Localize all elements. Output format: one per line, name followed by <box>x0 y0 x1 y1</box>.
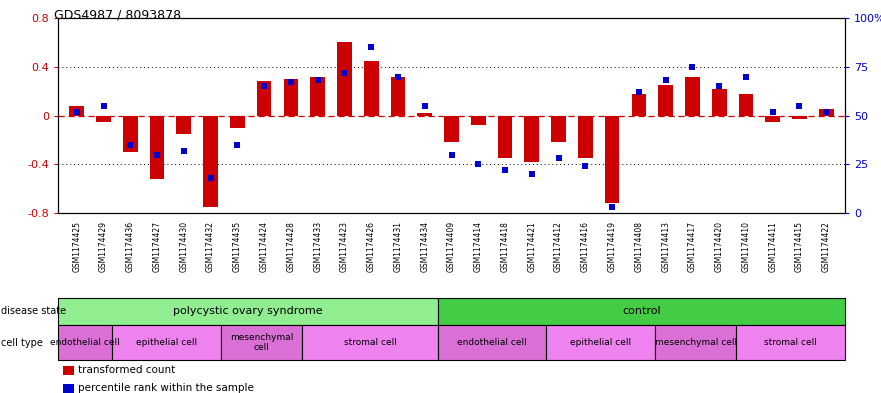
Point <box>364 44 378 50</box>
Bar <box>256 81 271 116</box>
Text: polycystic ovary syndrome: polycystic ovary syndrome <box>174 307 322 316</box>
Text: percentile rank within the sample: percentile rank within the sample <box>78 383 254 393</box>
Point <box>712 83 726 89</box>
Bar <box>337 42 352 116</box>
Bar <box>498 116 513 158</box>
Point <box>605 204 619 210</box>
Bar <box>150 116 165 179</box>
Bar <box>230 116 245 128</box>
Point <box>70 108 84 115</box>
Bar <box>766 116 780 121</box>
Text: endothelial cell: endothelial cell <box>50 338 120 347</box>
Bar <box>552 116 566 142</box>
Point <box>96 103 110 109</box>
Text: cell type: cell type <box>1 338 43 347</box>
Point <box>337 70 352 76</box>
Text: stromal cell: stromal cell <box>344 338 396 347</box>
Bar <box>658 85 673 116</box>
Bar <box>444 116 459 142</box>
Point <box>552 155 566 162</box>
Point <box>257 83 271 89</box>
Bar <box>418 113 432 116</box>
Text: transformed count: transformed count <box>78 365 175 375</box>
Point <box>525 171 539 177</box>
Bar <box>176 116 191 134</box>
Bar <box>310 77 325 116</box>
Point <box>578 163 592 169</box>
Text: stromal cell: stromal cell <box>765 338 818 347</box>
Point <box>766 108 780 115</box>
Bar <box>792 116 807 119</box>
Point <box>498 167 512 173</box>
Bar <box>524 116 539 162</box>
Point <box>739 73 753 80</box>
Point <box>177 147 191 154</box>
Bar <box>123 116 137 152</box>
Text: control: control <box>622 307 661 316</box>
Bar <box>390 77 405 116</box>
Point <box>311 77 325 84</box>
Bar <box>712 89 727 116</box>
Bar <box>819 109 833 116</box>
Text: mesenchymal
cell: mesenchymal cell <box>230 333 293 352</box>
Bar <box>604 116 619 203</box>
Point <box>792 103 806 109</box>
Bar <box>738 94 753 116</box>
Bar <box>96 116 111 121</box>
Bar <box>632 94 647 116</box>
Point <box>444 151 458 158</box>
Point <box>230 141 244 148</box>
Bar <box>364 61 379 116</box>
Bar <box>204 116 218 207</box>
Bar <box>70 106 84 116</box>
Point <box>819 108 833 115</box>
Text: GDS4987 / 8093878: GDS4987 / 8093878 <box>54 8 181 21</box>
Point <box>150 151 164 158</box>
Text: epithelial cell: epithelial cell <box>570 338 632 347</box>
Bar <box>578 116 593 158</box>
Point <box>123 141 137 148</box>
Point <box>391 73 405 80</box>
Point <box>659 77 673 84</box>
Text: mesenchymal cell: mesenchymal cell <box>655 338 737 347</box>
Point <box>471 161 485 167</box>
Point <box>284 79 298 86</box>
Text: epithelial cell: epithelial cell <box>136 338 197 347</box>
Point <box>418 103 432 109</box>
Bar <box>471 116 485 125</box>
Point <box>685 64 700 70</box>
Text: endothelial cell: endothelial cell <box>457 338 527 347</box>
Point <box>632 89 646 95</box>
Bar <box>284 79 299 116</box>
Text: disease state: disease state <box>1 307 66 316</box>
Point <box>204 175 218 181</box>
Bar <box>685 77 700 116</box>
